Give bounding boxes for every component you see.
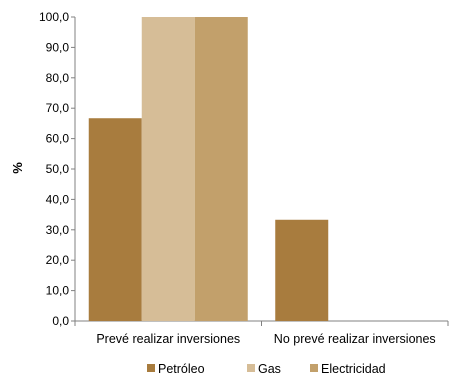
legend-swatch xyxy=(310,364,318,372)
x-category-label: No prevé realizar inversiones xyxy=(274,332,436,346)
y-axis-label: % xyxy=(10,162,25,174)
y-tick-label: 30,0 xyxy=(46,223,70,237)
y-tick-label: 60,0 xyxy=(46,132,70,146)
legend-label: Gas xyxy=(258,362,281,376)
bar-petr-leo-1 xyxy=(88,118,142,322)
y-tick-label: 80,0 xyxy=(46,71,70,85)
y-tick-label: 50,0 xyxy=(46,162,70,176)
y-tick-label: 20,0 xyxy=(46,253,70,267)
legend-label: Electricidad xyxy=(321,362,386,376)
bar-petr-leo-2 xyxy=(275,219,329,321)
x-axis: Prevé realizar inversiones No prevé reali… xyxy=(96,332,435,346)
y-tick-label: 90,0 xyxy=(46,40,70,54)
y-tick-label: 100,0 xyxy=(39,10,69,24)
y-tick-label: 70,0 xyxy=(46,101,70,115)
y-tick-label: 0,0 xyxy=(52,314,69,328)
x-category-label: Prevé realizar inversiones xyxy=(96,332,240,346)
legend: Petróleo Gas Electricidad xyxy=(147,362,386,376)
legend-swatch xyxy=(247,364,255,372)
y-tick-label: 10,0 xyxy=(46,284,70,298)
legend-swatch xyxy=(147,364,155,372)
legend-label: Petróleo xyxy=(158,362,205,376)
y-tick-label: 40,0 xyxy=(46,192,70,206)
bar-gas-1 xyxy=(141,17,195,321)
y-axis: 0,0 10,0 20,0 30,0 40,0 50,0 60,0 70,0 80,0 90,0 1… xyxy=(39,10,75,328)
bars xyxy=(88,17,329,322)
bar-electricidad-1 xyxy=(194,17,248,321)
